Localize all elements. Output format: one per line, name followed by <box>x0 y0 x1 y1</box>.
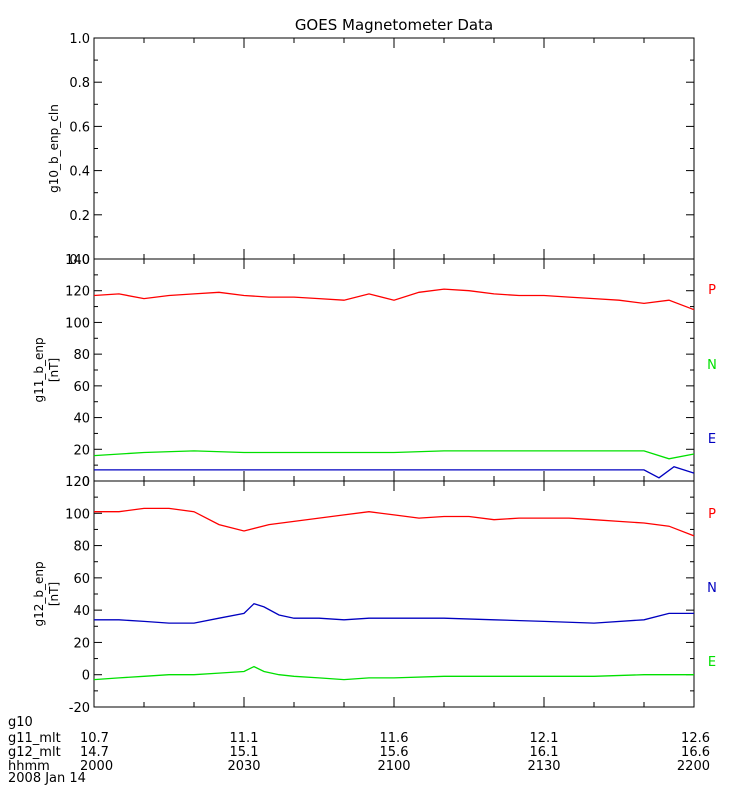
x-row-label: g11_mlt <box>8 731 61 746</box>
panel-frame <box>93 258 695 482</box>
y-tick-label: 0.4 <box>69 165 90 180</box>
component-label-e: E <box>708 432 716 447</box>
y-axis-label: g10_b_enp_cln <box>47 104 61 193</box>
y-tick-label: 40 <box>73 604 90 619</box>
y-tick-label: 140 <box>65 253 90 268</box>
y-tick-label: 0.0 <box>69 253 90 268</box>
x-tick-label-g11_mlt: 11.6 <box>380 731 409 746</box>
series-line-p <box>93 288 695 311</box>
x-tick-label-g12_mlt: 15.6 <box>380 745 409 760</box>
y-tick-label: 0.2 <box>69 209 90 224</box>
x-tick-label-hhmm: 2100 <box>377 759 410 774</box>
y-tick-label: 100 <box>65 316 90 331</box>
y-tick-label: 80 <box>73 540 90 555</box>
series-line-p <box>94 507 695 537</box>
x-row-label: g10 <box>8 715 33 730</box>
x-tick-label-g12_mlt: 16.6 <box>681 745 710 760</box>
x-tick-label-g11_mlt: 12.6 <box>681 731 710 746</box>
x-tick-label-hhmm: 2000 <box>80 759 113 774</box>
chart-title: GOES Magnetometer Data <box>295 16 493 34</box>
series-line-n <box>94 602 694 624</box>
y-axis-label: g11_b_enp <box>32 337 46 402</box>
chart-panels: 0.0 0.2 0.4 0.6 0.8 1.0 g10_b_enp_cln 0 20 40 60 80… <box>32 32 717 716</box>
y-tick-label: 40 <box>73 412 90 427</box>
x-tick-label-g11_mlt: 11.1 <box>230 731 259 746</box>
component-label-n: N <box>707 358 717 373</box>
y-tick-label: 0.6 <box>69 120 90 135</box>
series-line-e <box>93 665 694 681</box>
component-label-p: P <box>708 507 716 522</box>
y-tick-label: 20 <box>73 636 90 651</box>
x-tick-label-g12_mlt: 16.1 <box>530 745 559 760</box>
y-tick-label: 0.8 <box>69 76 90 91</box>
y-tick-label: 0 <box>82 475 90 490</box>
x-row-label: hhmm <box>8 759 50 774</box>
panel-1: 0.0 0.2 0.4 0.6 0.8 1.0 g10_b_enp_cln <box>47 32 695 268</box>
y-tick-label: 60 <box>73 572 90 587</box>
series-line-n <box>93 450 695 460</box>
x-tick-label-hhmm: 2130 <box>527 759 560 774</box>
y-tick-label: 120 <box>65 285 90 300</box>
x-tick-label-g12_mlt: 15.1 <box>230 745 259 760</box>
x-tick-label-g11_mlt: 10.7 <box>80 731 109 746</box>
y-tick-label: 60 <box>73 380 90 395</box>
x-tick-label-g12_mlt: 14.7 <box>80 745 109 760</box>
y-tick-label: -20 <box>69 701 90 716</box>
y-axis-unit: [nT] <box>47 358 61 382</box>
y-axis-label: g12_b_enp <box>32 561 46 626</box>
date-label: 2008 Jan 14 <box>8 771 86 786</box>
y-tick-label: 100 <box>65 507 90 522</box>
x-tick-label-hhmm: 2200 <box>677 759 710 774</box>
y-tick-label: 80 <box>73 348 90 363</box>
component-label-n: N <box>707 581 717 596</box>
component-label-e: E <box>708 655 716 670</box>
y-tick-label: 1.0 <box>69 32 90 47</box>
y-tick-label: 20 <box>73 443 90 458</box>
y-axis-unit: [nT] <box>47 582 61 606</box>
x-axis-labels: g10g11_mltg12_mlthhmm10.714.7200011.115.… <box>8 715 710 786</box>
panel-2: 0 20 40 60 80 100 120 140 g11_b_enp [nT] P N E <box>32 253 717 490</box>
component-label-p: P <box>708 283 716 298</box>
x-tick-label-g11_mlt: 12.1 <box>530 731 559 746</box>
panel-frame <box>93 37 695 260</box>
panel-3: -20 0 20 40 60 80 100 120 g12_b_enp [nT] P N E <box>32 475 717 716</box>
x-row-label: g12_mlt <box>8 745 61 760</box>
y-tick-label: 0 <box>82 669 90 684</box>
x-tick-label-hhmm: 2030 <box>227 759 260 774</box>
y-tick-label: 120 <box>65 475 90 490</box>
series-line-e <box>94 465 695 479</box>
